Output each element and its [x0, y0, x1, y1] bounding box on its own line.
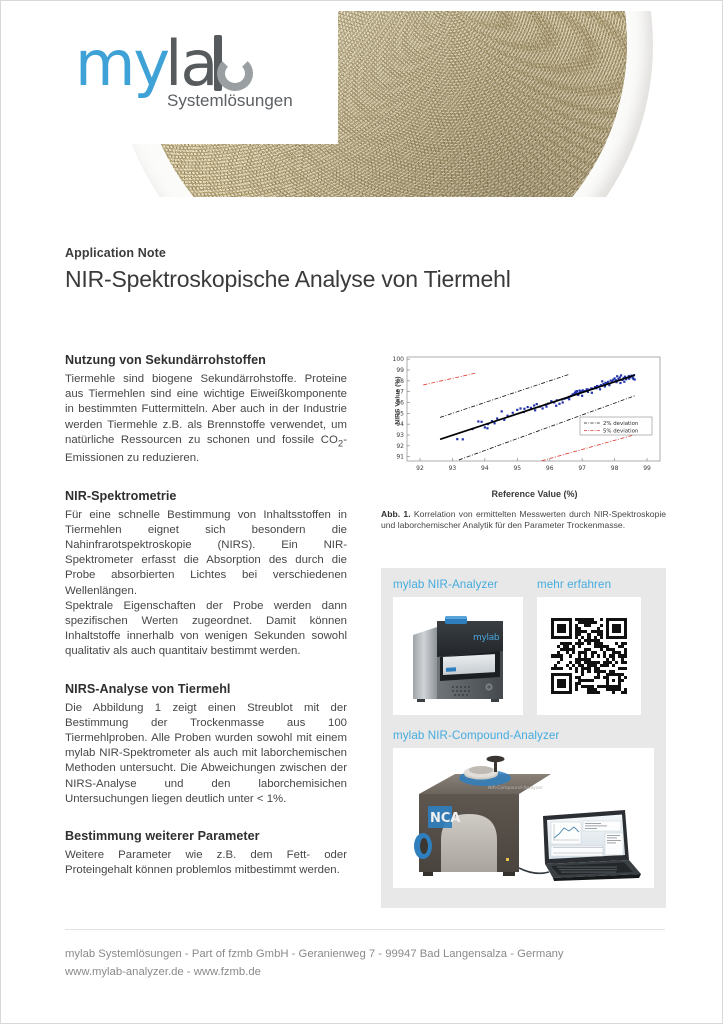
svg-text:99: 99	[396, 367, 404, 374]
svg-text:98: 98	[611, 465, 619, 472]
logo-box: my la Systemlösungen	[61, 11, 338, 144]
figure-column: NIRS Value (%) 92 93 94 95 96 97 98 99 91 92 93 94 9…	[381, 351, 666, 532]
logo-b-glyph	[214, 35, 254, 93]
logo-my-text: my	[75, 27, 170, 100]
logo-tagline: Systemlösungen	[167, 91, 293, 110]
product-compound-analyzer[interactable]: mylab NIR-Compound-Analyzer	[393, 729, 654, 888]
svg-text:94: 94	[481, 465, 489, 472]
logo-b-stem	[214, 35, 223, 91]
chart-x-axis-label: Reference Value (%)	[491, 489, 578, 499]
section-heading: Bestimmung weiterer Parameter	[65, 828, 260, 843]
qr-code-label: mehr erfahren	[537, 578, 612, 591]
qr-code-matrix	[551, 618, 627, 694]
svg-text:mylab: mylab	[473, 633, 500, 643]
chart-plot-area: 92 93 94 95 96 97 98 99 91 92 93 94 95 96 97 98 99 100 2% …	[393, 356, 661, 472]
svg-text:98: 98	[396, 378, 404, 385]
section-paragraph: Weitere Parameter wie z.B. dem Fett- ode…	[65, 848, 347, 877]
figure-caption-label: Abb. 1.	[381, 509, 411, 519]
svg-text:95: 95	[513, 465, 521, 472]
section-paragraph: Für eine schnelle Bestimmung von Inhalts…	[65, 508, 347, 597]
section-paragraph: Tiermehle sind biogene Sekundärrohstoffe…	[65, 373, 347, 465]
svg-text:92: 92	[416, 465, 424, 472]
section-nirs-analyse: NIRS-Analyse von Tiermehl Die Abbildung …	[65, 682, 347, 807]
product-compound-analyzer-label: mylab NIR-Compound-Analyzer	[393, 729, 560, 742]
page-title: NIR-Spektroskopische Analyse von Tiermeh…	[65, 266, 511, 292]
footer-address-line: mylab Systemlösungen - Part of fzmb GmbH…	[65, 948, 564, 960]
svg-text:96: 96	[396, 400, 404, 407]
svg-text:99: 99	[643, 465, 651, 472]
figure-caption: Abb. 1. Korrelation von ermittelten Mess…	[381, 509, 666, 532]
title-block: Application Note NIR-Spektroskopische An…	[65, 246, 665, 293]
product-nir-analyzer[interactable]: mylab NIR-Analyzer	[393, 578, 523, 715]
section-nir-spektrometrie: NIR-Spektrometrie Für eine schnelle Best…	[65, 489, 347, 660]
section-paragraph: Die Abbildung 1 zeigt einen Streublot mi…	[65, 701, 347, 805]
product-row-top: mylab NIR-Analyzer	[393, 578, 654, 715]
section-heading: NIRS-Analyse von Tiermehl	[65, 681, 231, 696]
section-sekundaerrohstoffe: Nutzung von Sekundärrohstoffen Tiermehle…	[65, 353, 347, 467]
svg-text:5% deviation: 5% deviation	[603, 429, 638, 435]
product-nir-analyzer-image: mylab	[393, 597, 523, 715]
header-banner-image: my la Systemlösungen	[61, 11, 664, 211]
svg-text:97: 97	[396, 389, 404, 396]
svg-text:94: 94	[396, 421, 404, 428]
product-nir-analyzer-label: mylab NIR-Analyzer	[393, 578, 498, 591]
svg-text:93: 93	[449, 465, 457, 472]
svg-text:100: 100	[393, 356, 405, 363]
svg-text:97: 97	[578, 465, 586, 472]
section-paragraph: Spektrale Eigenschaften der Probe werden…	[65, 599, 347, 658]
product-compound-analyzer-image: NCA NIR-Compound-Analyzer	[393, 748, 654, 888]
correlation-scatter-chart: NIRS Value (%) 92 93 94 95 96 97 98 99 91 92 93 94 9…	[381, 351, 666, 499]
footer-website-line: www.mylab-analyzer.de - www.fzmb.de	[65, 966, 261, 978]
svg-text:95: 95	[396, 410, 404, 417]
section-heading: NIR-Spektrometrie	[65, 488, 177, 503]
document-kicker: Application Note	[65, 246, 166, 260]
svg-text:NIR-Compound-Analyzer: NIR-Compound-Analyzer	[488, 785, 543, 791]
svg-text:96: 96	[546, 465, 554, 472]
svg-text:92: 92	[396, 443, 404, 450]
svg-text:91: 91	[396, 454, 404, 461]
compound-analyzer-illustration: NCA NIR-Compound-Analyzer	[414, 755, 641, 881]
mylab-logo: my la	[75, 27, 254, 100]
svg-text:2% deviation: 2% deviation	[603, 421, 638, 427]
section-heading: Nutzung von Sekundärrohstoffen	[65, 353, 266, 367]
logo-b-arc	[217, 56, 254, 91]
section-weitere-parameter: Bestimmung weiterer Parameter Weitere Pa…	[65, 829, 347, 878]
figure-caption-text: Korrelation von ermittelten Messwerten d…	[381, 509, 667, 531]
svg-text:NCA: NCA	[430, 811, 460, 826]
qr-code-image[interactable]	[537, 597, 641, 715]
product-showcase-panel: mylab NIR-Analyzer	[381, 568, 666, 908]
svg-text:93: 93	[396, 432, 404, 439]
product-qr-block[interactable]: mehr erfahren	[537, 578, 641, 715]
footer-divider	[65, 929, 665, 930]
nir-analyzer-illustration: mylab	[413, 616, 503, 702]
article-body-column: Nutzung von Sekundärrohstoffen Tiermehle…	[65, 353, 347, 900]
banner-bottom-fade	[61, 197, 664, 211]
page-footer: mylab Systemlösungen - Part of fzmb GmbH…	[65, 929, 665, 981]
logo-lab-text: la	[165, 27, 218, 100]
